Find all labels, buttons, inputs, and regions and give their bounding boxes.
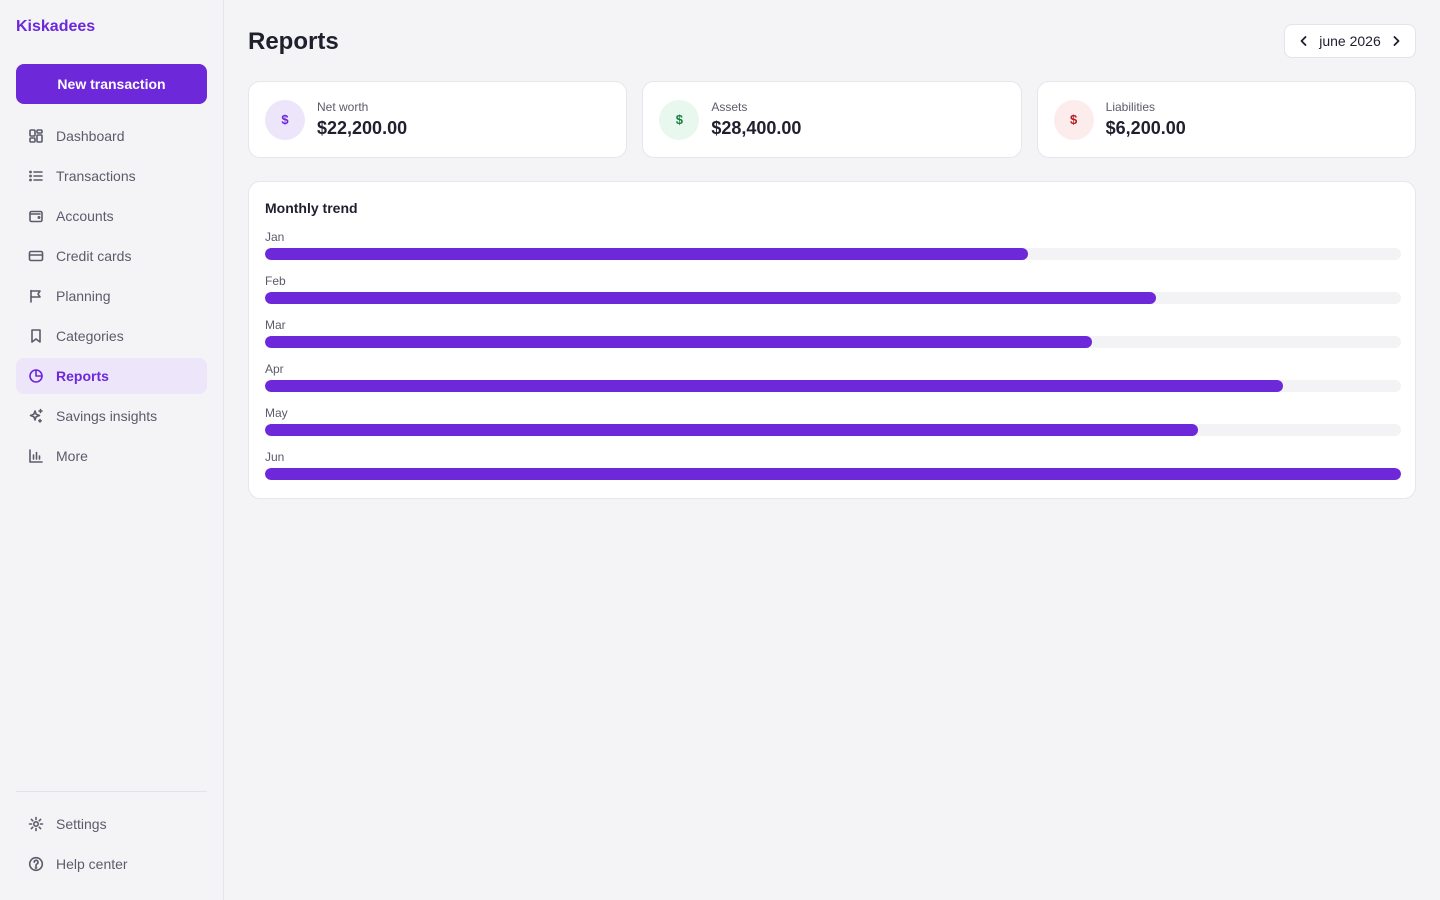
- month-tick-label: Mar: [265, 318, 286, 332]
- bar-mar: [265, 336, 1092, 348]
- month-tick-label: Feb: [265, 274, 286, 288]
- chevron-left-icon[interactable]: [1297, 34, 1311, 48]
- card-label: Assets: [711, 100, 748, 114]
- sidebar-item-more[interactable]: More: [16, 438, 207, 474]
- sidebar-item-label: Settings: [56, 816, 107, 832]
- bookmark-icon: [28, 328, 44, 344]
- sidebar-item-reports[interactable]: Reports: [16, 358, 207, 394]
- sidebar-nav: Dashboard Transactions Accounts Credit c…: [16, 118, 207, 478]
- bar-track: [265, 292, 1401, 304]
- sidebar-item-help-center[interactable]: Help center: [16, 846, 207, 882]
- sidebar-item-planning[interactable]: Planning: [16, 278, 207, 314]
- sidebar-item-savings-insights[interactable]: Savings insights: [16, 398, 207, 434]
- month-picker: june 2026: [1284, 24, 1416, 58]
- sidebar-item-dashboard[interactable]: Dashboard: [16, 118, 207, 154]
- sidebar-divider: [16, 791, 207, 792]
- month-tick-label: Apr: [265, 362, 284, 376]
- bar-jan: [265, 248, 1029, 260]
- list-icon: [28, 168, 44, 184]
- page-title: Reports: [248, 28, 339, 55]
- month-tick-label: May: [265, 406, 288, 420]
- credit-card-icon: [28, 248, 44, 264]
- card-value: $22,200.00: [317, 118, 408, 138]
- sidebar-item-label: Help center: [56, 856, 128, 872]
- assets-card: $ Assets $28,400.00: [642, 81, 1022, 158]
- sidebar-bottom-nav: Settings Help center: [16, 806, 207, 886]
- sidebar-item-transactions[interactable]: Transactions: [16, 158, 207, 194]
- monthly-trend-chart: Monthly trend Jan Feb Mar Apr May Jun: [248, 181, 1416, 499]
- trend-row-feb: Feb: [265, 274, 1401, 318]
- card-label: Liabilities: [1105, 100, 1156, 114]
- chevron-right-icon[interactable]: [1389, 34, 1403, 48]
- card-label: Net worth: [317, 100, 369, 114]
- gear-icon: [28, 816, 44, 832]
- sparkles-icon: [28, 408, 44, 424]
- month-tick-label: Jun: [265, 450, 285, 464]
- sidebar-item-credit-cards[interactable]: Credit cards: [16, 238, 207, 274]
- sidebar-item-label: Transactions: [56, 168, 136, 184]
- sidebar-item-label: Credit cards: [56, 248, 132, 264]
- bar-track: [265, 248, 1401, 260]
- bar-track: [265, 336, 1401, 348]
- sidebar-item-label: Accounts: [56, 208, 114, 224]
- sidebar-item-label: Savings insights: [56, 408, 158, 424]
- trend-row-apr: Apr: [265, 362, 1401, 406]
- sidebar-item-categories[interactable]: Categories: [16, 318, 207, 354]
- bar-jun: [265, 468, 1401, 480]
- sidebar-item-label: Reports: [56, 368, 109, 384]
- bar-track: [265, 424, 1401, 436]
- flag-icon: [28, 288, 44, 304]
- brand-logo: Kiskadees: [16, 18, 96, 35]
- dashboard-icon: [28, 128, 44, 144]
- dollar-icon: $: [1053, 99, 1094, 140]
- bar-chart-icon: [28, 448, 44, 464]
- card-value: $6,200.00: [1105, 118, 1186, 138]
- trend-row-may: May: [265, 406, 1401, 450]
- bar-apr: [265, 380, 1283, 392]
- sidebar-item-label: Planning: [56, 288, 111, 304]
- sidebar: Kiskadees New transaction Dashboard Tran…: [0, 0, 224, 900]
- sidebar-item-settings[interactable]: Settings: [16, 806, 207, 842]
- liabilities-card: $ Liabilities $6,200.00: [1036, 81, 1416, 158]
- trend-row-mar: Mar: [265, 318, 1401, 362]
- help-circle-icon: [28, 856, 44, 872]
- dollar-icon: $: [265, 99, 305, 140]
- bar-feb: [265, 292, 1156, 304]
- month-label[interactable]: june 2026: [1319, 33, 1381, 49]
- bar-track: [265, 380, 1401, 392]
- new-transaction-button[interactable]: New transaction: [16, 64, 207, 104]
- chart-title: Monthly trend: [265, 200, 358, 216]
- sidebar-item-accounts[interactable]: Accounts: [16, 198, 207, 234]
- trend-row-jan: Jan: [265, 230, 1401, 274]
- wallet-icon: [28, 208, 44, 224]
- card-value: $28,400.00: [711, 118, 802, 138]
- bar-track: [265, 468, 1401, 480]
- dollar-icon: $: [659, 99, 700, 140]
- net-worth-card: $ Net worth $22,200.00: [248, 81, 628, 158]
- pie-chart-icon: [28, 368, 44, 384]
- trend-rows: Jan Feb Mar Apr May Jun: [265, 230, 1401, 494]
- summary-cards: $ Net worth $22,200.00 $ Assets $28,400.…: [248, 81, 1416, 158]
- sidebar-item-label: Categories: [56, 328, 124, 344]
- sidebar-item-label: Dashboard: [56, 128, 125, 144]
- trend-row-jun: Jun: [265, 450, 1401, 494]
- bar-may: [265, 424, 1198, 436]
- sidebar-item-label: More: [56, 448, 88, 464]
- month-tick-label: Jan: [265, 230, 285, 244]
